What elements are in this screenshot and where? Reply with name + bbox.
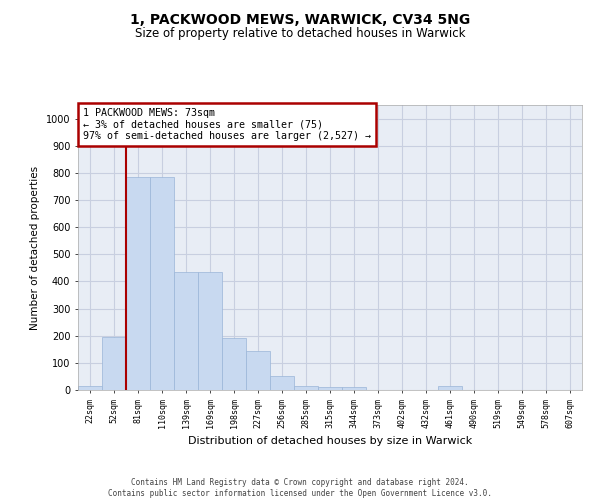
Bar <box>126 178 150 390</box>
Bar <box>246 350 270 390</box>
Bar <box>270 376 294 390</box>
Text: Size of property relative to detached houses in Warwick: Size of property relative to detached ho… <box>135 28 465 40</box>
Bar <box>78 386 102 390</box>
Bar <box>102 337 126 390</box>
Y-axis label: Number of detached properties: Number of detached properties <box>31 166 40 330</box>
Bar <box>174 272 198 390</box>
Bar <box>222 338 246 390</box>
Text: 1 PACKWOOD MEWS: 73sqm
← 3% of detached houses are smaller (75)
97% of semi-deta: 1 PACKWOOD MEWS: 73sqm ← 3% of detached … <box>83 108 371 141</box>
Bar <box>438 386 462 390</box>
X-axis label: Distribution of detached houses by size in Warwick: Distribution of detached houses by size … <box>188 436 472 446</box>
Bar <box>318 386 342 390</box>
Text: Contains HM Land Registry data © Crown copyright and database right 2024.
Contai: Contains HM Land Registry data © Crown c… <box>108 478 492 498</box>
Bar <box>294 386 318 390</box>
Bar <box>342 388 366 390</box>
Bar <box>150 178 174 390</box>
Text: 1, PACKWOOD MEWS, WARWICK, CV34 5NG: 1, PACKWOOD MEWS, WARWICK, CV34 5NG <box>130 12 470 26</box>
Bar <box>198 272 222 390</box>
